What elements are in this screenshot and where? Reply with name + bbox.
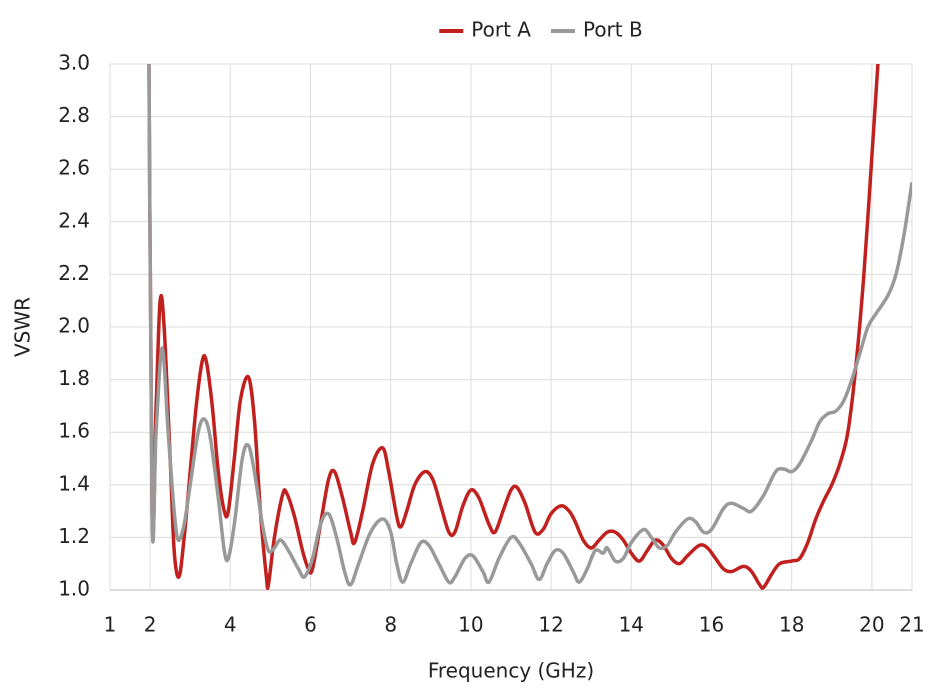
y-tick-label: 1.8 xyxy=(58,366,90,390)
legend-label: Port A xyxy=(471,18,531,42)
x-tick-label: 20 xyxy=(859,613,884,637)
series-line xyxy=(147,64,880,590)
y-tick-label: 1.4 xyxy=(58,471,90,495)
series-line xyxy=(147,64,912,587)
y-tick-label: 2.8 xyxy=(58,103,90,127)
x-tick-label: 21 xyxy=(899,613,924,637)
legend-label: Port B xyxy=(583,18,643,42)
x-tick-label: 2 xyxy=(144,613,157,637)
x-axis-title: Frequency (GHz) xyxy=(428,659,594,683)
y-tick-label: 2.6 xyxy=(58,156,90,180)
series-group xyxy=(147,64,880,590)
y-tick-label: 2.2 xyxy=(58,261,90,285)
y-tick-label: 1.6 xyxy=(58,419,90,443)
x-tick-label: 1 xyxy=(104,613,117,637)
y-axis-title: VSWR xyxy=(11,297,35,357)
x-tick-label: 18 xyxy=(779,613,804,637)
x-tick-label: 8 xyxy=(384,613,397,637)
y-tick-label: 2.4 xyxy=(58,208,90,232)
x-tick-label: 10 xyxy=(458,613,483,637)
y-tick-label: 1.0 xyxy=(58,577,90,601)
x-tick-label: 16 xyxy=(699,613,724,637)
x-tick-label: 6 xyxy=(304,613,317,637)
y-tick-label: 3.0 xyxy=(58,51,90,75)
y-tick-label: 2.0 xyxy=(58,314,90,338)
x-tick-label: 14 xyxy=(619,613,644,637)
series-group xyxy=(147,64,912,587)
x-tick-label: 12 xyxy=(538,613,563,637)
y-tick-label: 1.2 xyxy=(58,524,90,548)
x-tick-label: 4 xyxy=(224,613,237,637)
